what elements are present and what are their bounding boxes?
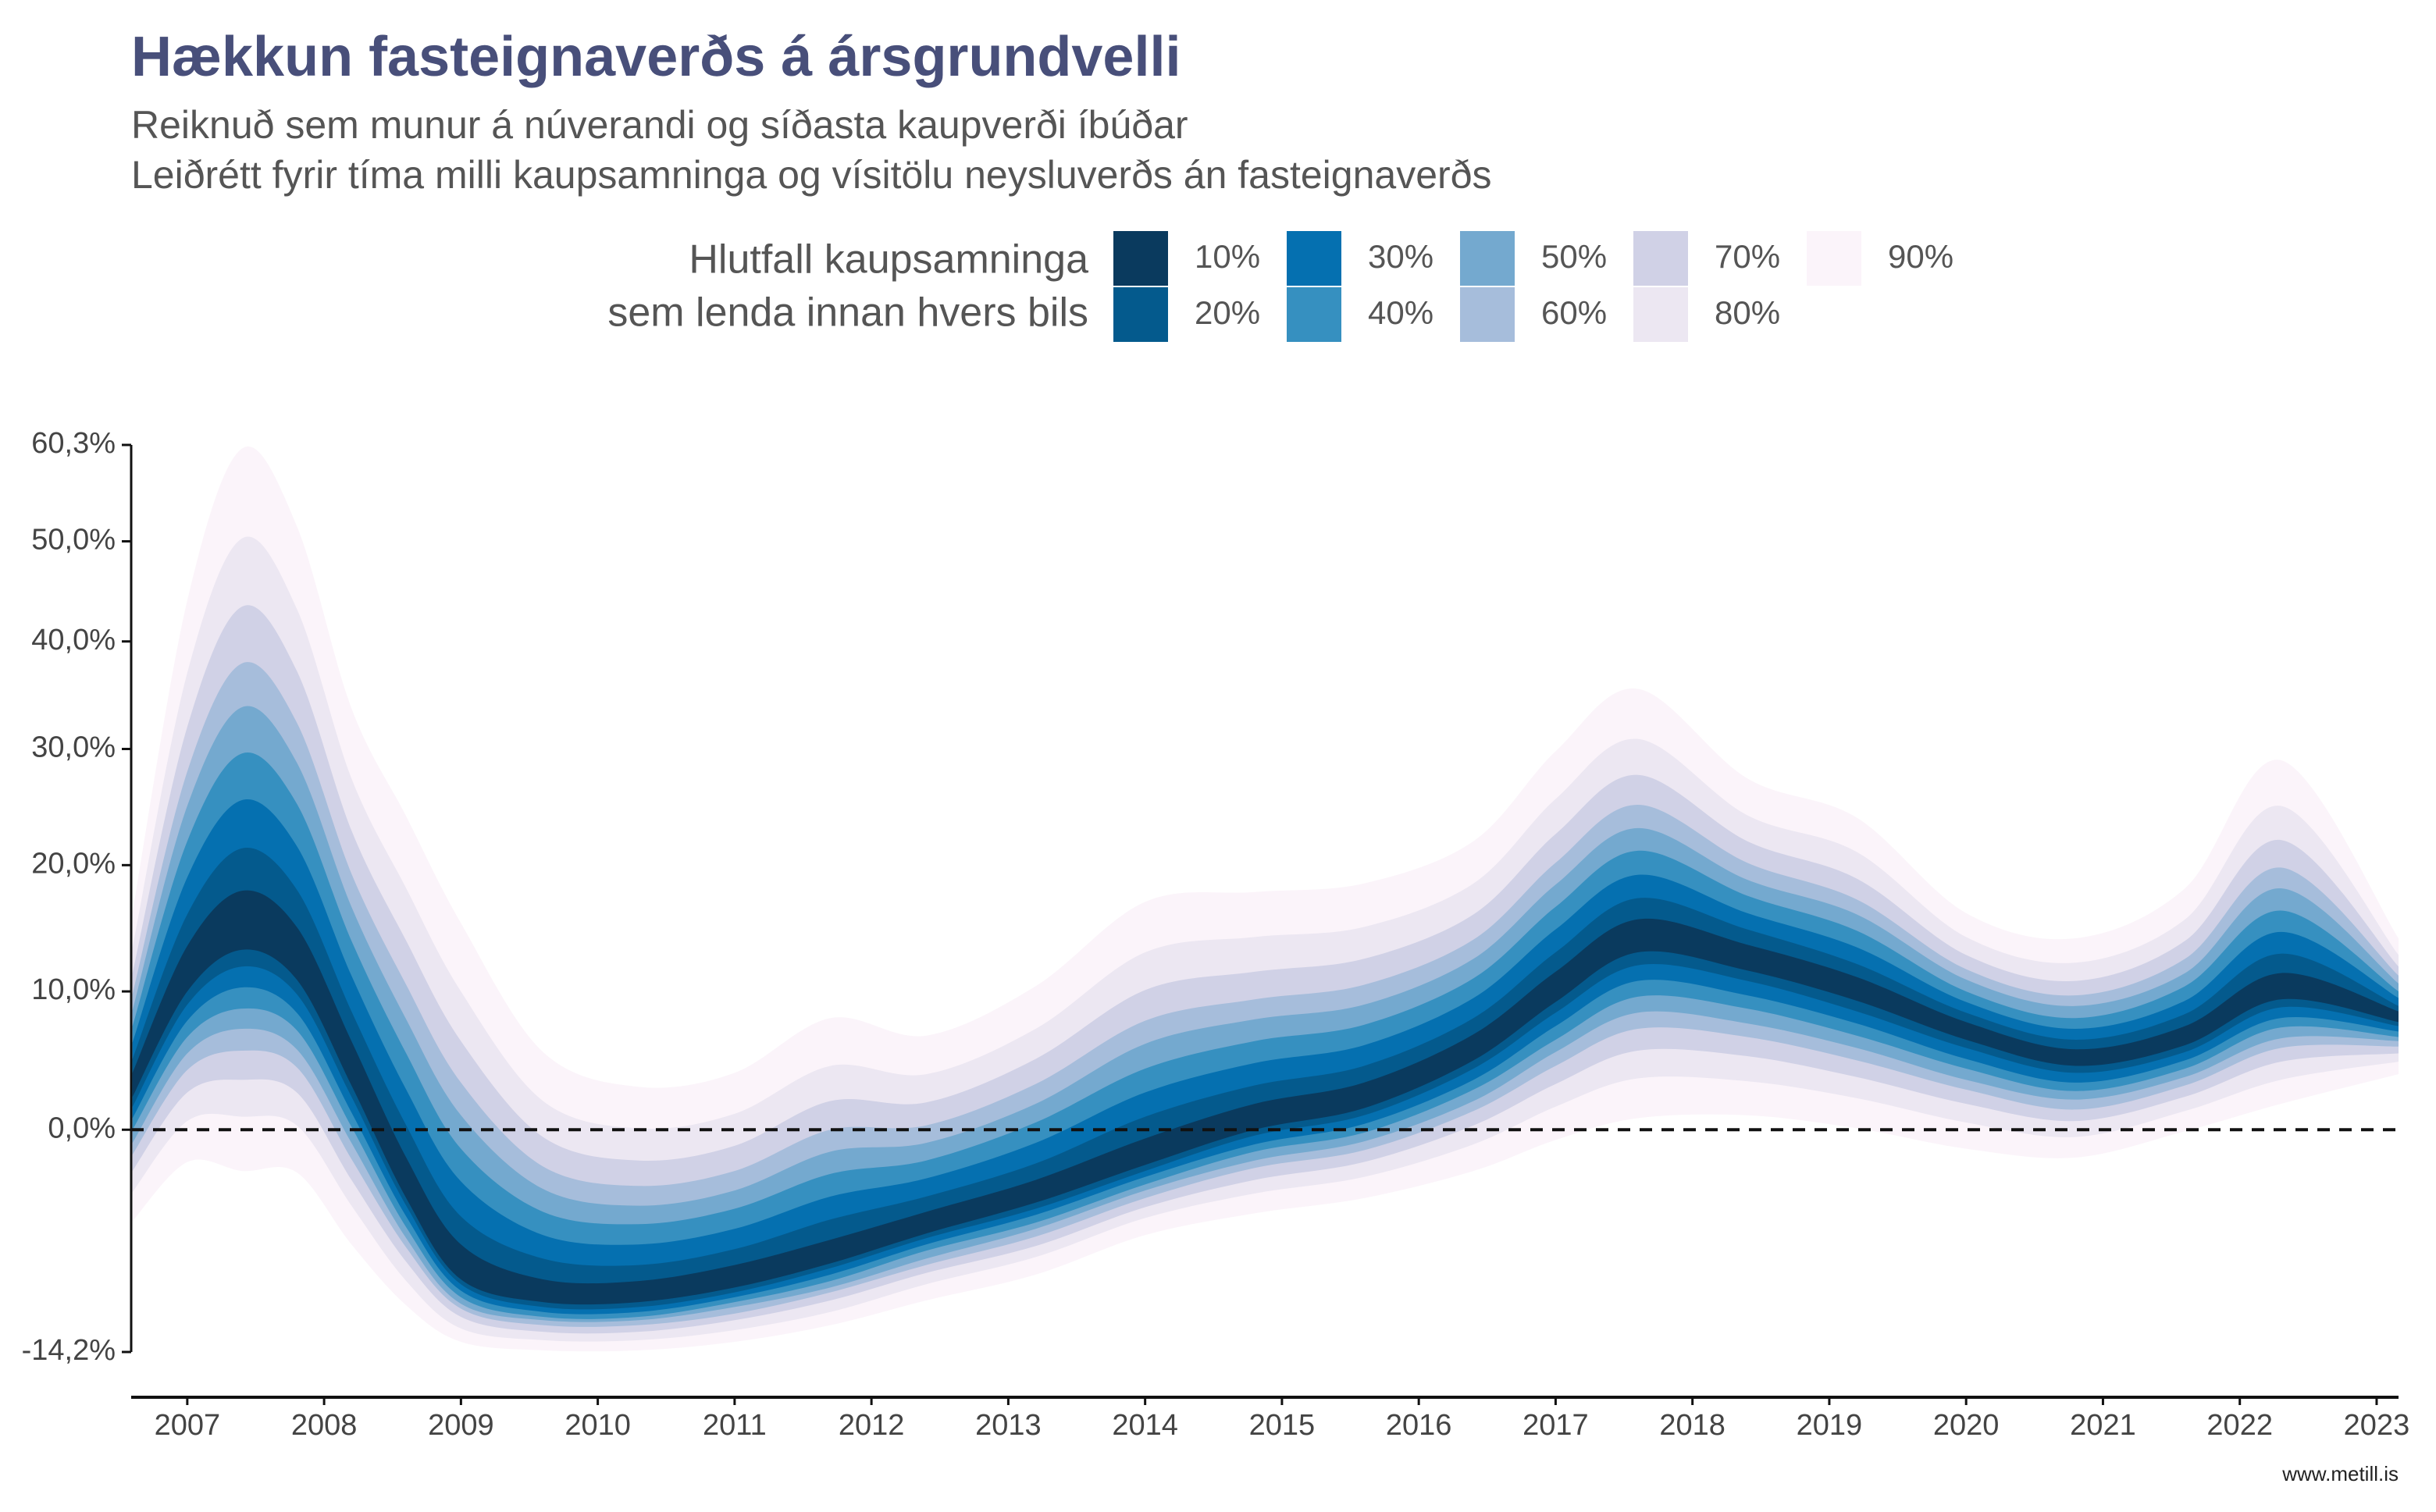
- legend-label: 30%: [1368, 238, 1433, 275]
- legend-label: 90%: [1888, 238, 1953, 275]
- legend-label: 60%: [1541, 294, 1607, 331]
- legend-swatch: [1287, 287, 1341, 342]
- y-tick-label: 60,3%: [31, 427, 116, 460]
- x-tick-label: 2021: [2070, 1409, 2136, 1442]
- legend-swatch: [1460, 287, 1515, 342]
- legend-swatch: [1633, 287, 1688, 342]
- legend-swatch: [1113, 231, 1168, 286]
- legend-label: 80%: [1715, 294, 1780, 331]
- x-tick-label: 2010: [564, 1409, 631, 1442]
- fan-band: [132, 848, 2399, 1310]
- x-tick-label: 2014: [1112, 1409, 1178, 1442]
- legend-swatch: [1807, 231, 1861, 286]
- y-tick-label: -14,2%: [22, 1334, 116, 1367]
- x-tick-label: 2022: [2206, 1409, 2273, 1442]
- y-tick-label: 10,0%: [31, 973, 116, 1006]
- x-tick-label: 2015: [1249, 1409, 1316, 1442]
- chart-subtitle: Leiðrétt fyrir tíma milli kaupsamninga o…: [131, 153, 1491, 197]
- legend-swatch: [1113, 287, 1168, 342]
- legend-label: 20%: [1195, 294, 1260, 331]
- legend-swatch: [1460, 231, 1515, 286]
- x-tick-label: 2007: [155, 1409, 221, 1442]
- caption: www.metill.is: [2281, 1462, 2399, 1485]
- y-tick-label: 40,0%: [31, 624, 116, 656]
- x-tick-label: 2019: [1797, 1409, 1863, 1442]
- legend-label: 50%: [1541, 238, 1607, 275]
- y-tick-label: 20,0%: [31, 847, 116, 880]
- legend-title: sem lenda innan hvers bils: [607, 290, 1088, 336]
- legend-label: 70%: [1715, 238, 1780, 275]
- legend-swatch: [1287, 231, 1341, 286]
- legend-swatch: [1633, 231, 1688, 286]
- x-tick-label: 2009: [428, 1409, 494, 1442]
- x-tick-label: 2008: [291, 1409, 358, 1442]
- x-tick-label: 2011: [703, 1409, 767, 1442]
- x-tick-label: 2018: [1659, 1409, 1726, 1442]
- x-tick-label: 2017: [1522, 1409, 1589, 1442]
- x-tick-label: 2013: [975, 1409, 1042, 1442]
- y-tick-label: 50,0%: [31, 523, 116, 556]
- x-tick-label: 2012: [839, 1409, 905, 1442]
- y-tick-label: 0,0%: [48, 1112, 116, 1144]
- x-tick-label: 2020: [1933, 1409, 2000, 1442]
- legend-label: 10%: [1195, 238, 1260, 275]
- chart-subtitle: Reiknuð sem munur á núverandi og síðasta…: [131, 103, 1188, 147]
- chart-title: Hækkun fasteignaverðs á ársgrundvelli: [131, 26, 1181, 88]
- y-tick-label: 30,0%: [31, 731, 116, 764]
- x-tick-label: 2023: [2344, 1409, 2410, 1442]
- fan-band: [132, 536, 2399, 1342]
- legend-title: Hlutfall kaupsamninga: [689, 237, 1088, 283]
- legend-label: 40%: [1368, 294, 1433, 331]
- x-tick-label: 2016: [1386, 1409, 1452, 1442]
